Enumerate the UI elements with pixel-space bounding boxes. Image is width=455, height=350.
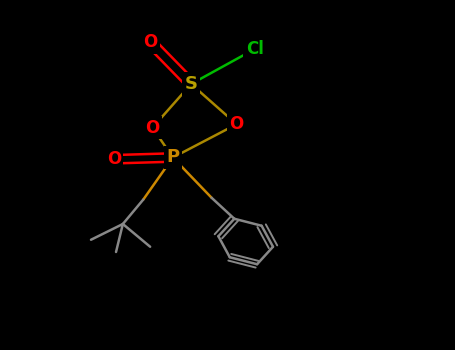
Text: O: O (106, 150, 121, 168)
Text: Cl: Cl (246, 40, 264, 58)
Text: O: O (143, 33, 157, 51)
Text: S: S (185, 75, 197, 93)
Text: P: P (167, 148, 179, 167)
Text: O: O (145, 119, 160, 137)
Text: O: O (229, 115, 244, 133)
